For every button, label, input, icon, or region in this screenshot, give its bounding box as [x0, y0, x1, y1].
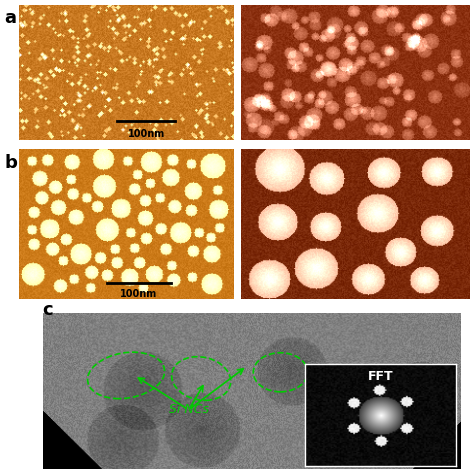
Text: 100nm: 100nm	[120, 290, 157, 300]
Text: c: c	[43, 301, 53, 319]
Text: b: b	[5, 154, 18, 172]
Text: 100nm: 100nm	[128, 129, 165, 139]
Text: a: a	[5, 9, 17, 27]
Text: Si NCs: Si NCs	[169, 403, 209, 416]
